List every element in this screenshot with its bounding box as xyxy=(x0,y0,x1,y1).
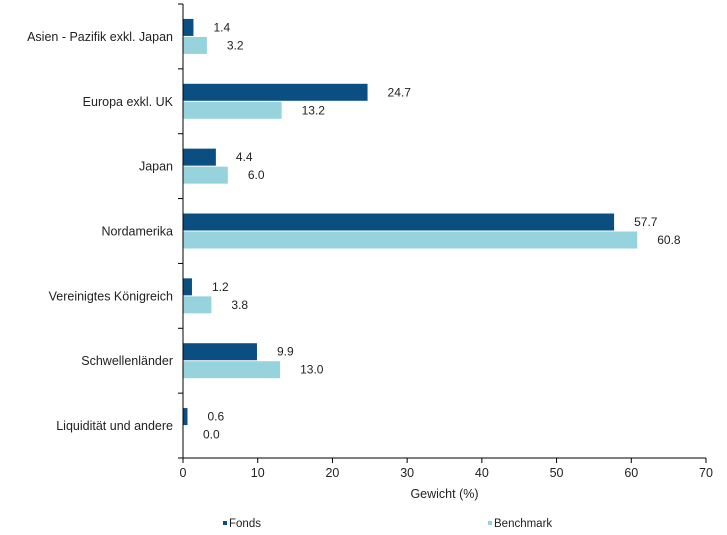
bar-fonds xyxy=(183,19,193,36)
category-label: Nordamerika xyxy=(101,225,173,239)
bar-benchmark xyxy=(183,167,228,184)
category-label: Liquidität und andere xyxy=(56,419,173,433)
legend-label-benchmark: Benchmark xyxy=(494,518,552,530)
x-tick-label: 50 xyxy=(550,466,564,480)
data-label: 4.4 xyxy=(236,150,253,164)
data-label: 1.2 xyxy=(212,280,229,294)
bar-benchmark xyxy=(183,361,280,378)
bar-benchmark xyxy=(183,37,207,54)
data-label: 6.0 xyxy=(248,168,265,182)
x-axis-title: Gewicht (%) xyxy=(410,487,478,501)
data-label: 57.7 xyxy=(634,215,658,229)
data-label: 13.0 xyxy=(300,363,324,377)
bar-fonds xyxy=(183,408,187,425)
x-tick-label: 70 xyxy=(699,466,713,480)
legend-label-fonds: Fonds xyxy=(229,518,261,530)
x-tick-label: 20 xyxy=(325,466,339,480)
category-labels: Asien - Pazifik exkl. Japan Europa exkl. … xyxy=(27,30,174,433)
category-label: Schwellenländer xyxy=(81,354,173,368)
x-tick-label: 0 xyxy=(180,466,187,480)
bar-benchmark xyxy=(183,102,282,119)
bar-fonds xyxy=(183,149,216,166)
data-label: 24.7 xyxy=(388,85,412,99)
data-label: 3.8 xyxy=(231,298,248,312)
x-tick-label: 30 xyxy=(400,466,414,480)
x-tick-label: 40 xyxy=(475,466,489,480)
data-label: 3.2 xyxy=(227,38,244,52)
data-label: 0.6 xyxy=(207,410,224,424)
data-label: 0.0 xyxy=(203,428,220,442)
x-axis-ticks: 0 10 20 30 40 50 60 70 xyxy=(180,458,713,480)
category-label: Asien - Pazifik exkl. Japan xyxy=(27,30,173,44)
bar-fonds xyxy=(183,343,257,360)
axes xyxy=(178,4,706,458)
data-label: 60.8 xyxy=(657,233,681,247)
legend-swatch-fonds xyxy=(223,521,227,525)
data-label: 1.4 xyxy=(213,20,230,34)
data-label: 9.9 xyxy=(277,345,294,359)
category-label: Europa exkl. UK xyxy=(83,95,174,109)
bar-benchmark xyxy=(183,296,211,313)
bar-fonds xyxy=(183,214,614,231)
data-labels: 1.4 3.2 24.7 13.2 4.4 6.0 57.7 60.8 1.23.8 9.9 13.… xyxy=(203,20,681,441)
bar-benchmark xyxy=(183,232,637,249)
x-tick-label: 10 xyxy=(251,466,265,480)
bar-fonds xyxy=(183,84,368,101)
category-label: Japan xyxy=(139,160,173,174)
bars-group xyxy=(183,19,637,425)
data-label: 13.2 xyxy=(302,103,326,117)
bar-fonds xyxy=(183,278,192,295)
x-tick-label: 60 xyxy=(624,466,638,480)
category-label: Vereinigtes Königreich xyxy=(49,289,173,303)
legend-swatch-benchmark xyxy=(488,521,492,525)
legend: Fonds Benchmark xyxy=(223,518,552,530)
